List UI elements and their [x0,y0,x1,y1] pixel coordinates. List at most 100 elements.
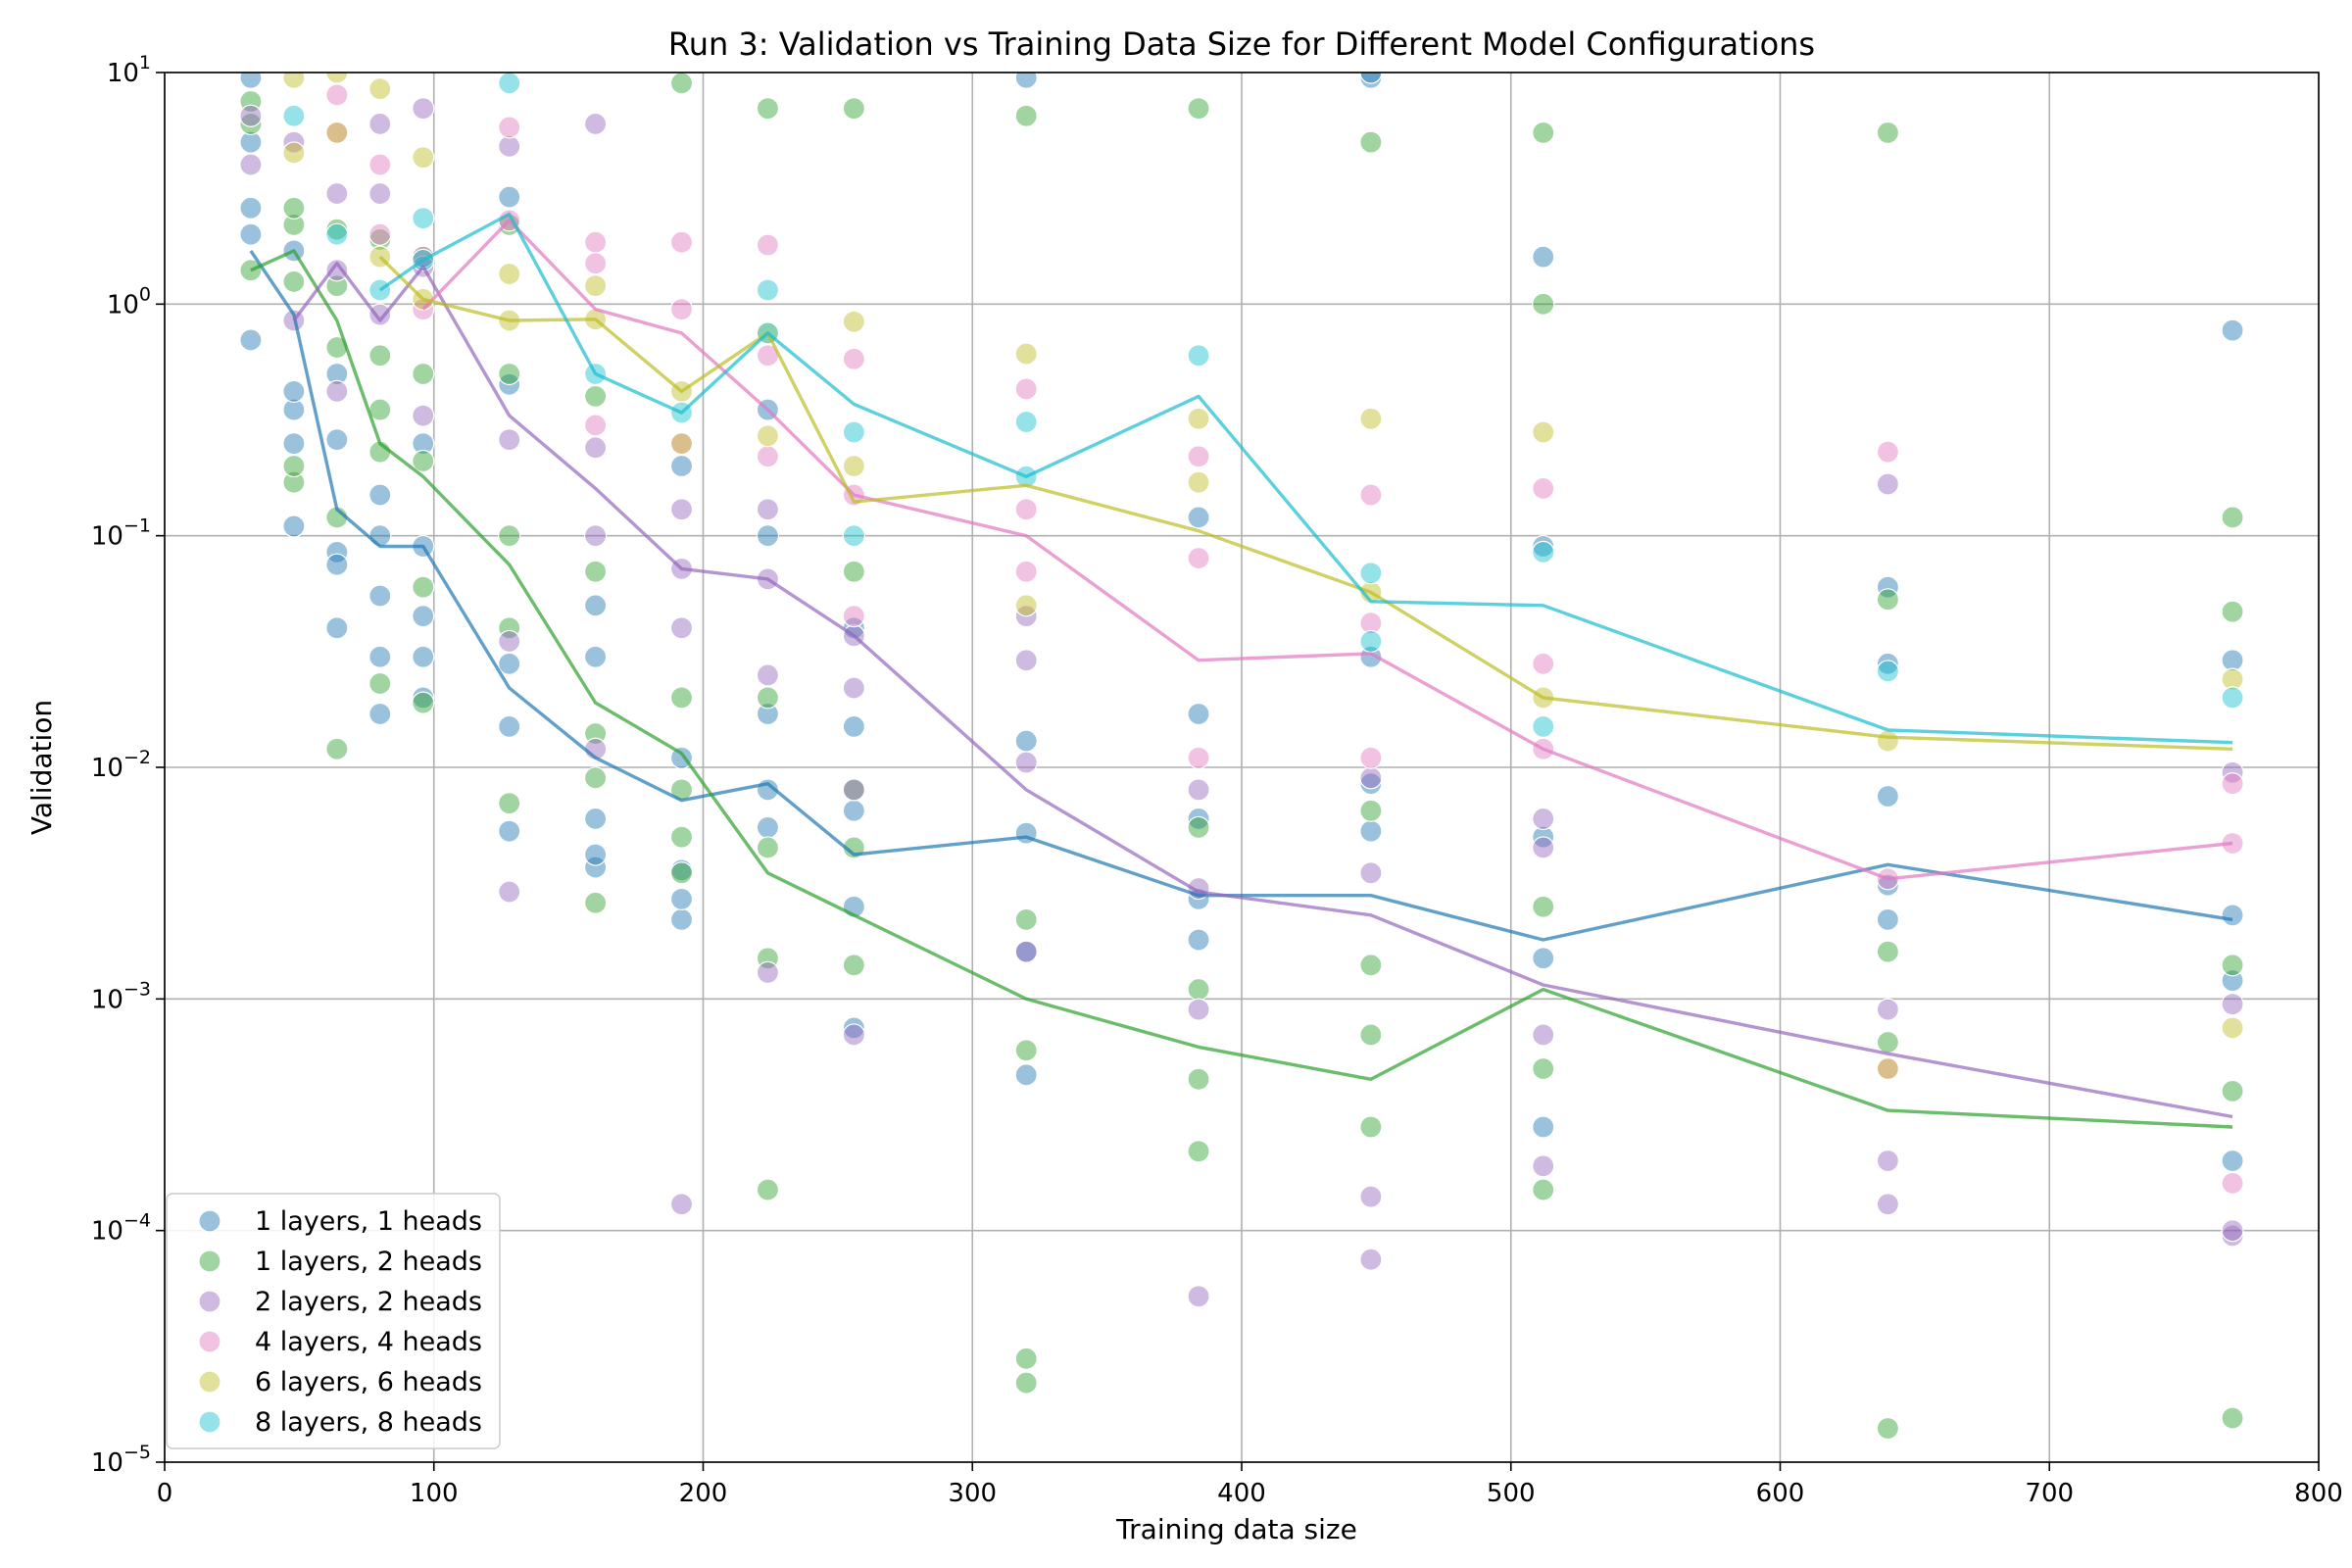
data-point [669,1193,694,1216]
data-point [498,714,521,738]
data-point [1876,940,1900,963]
y-tick-label: 100 [107,283,151,319]
data-point [583,112,608,136]
y-tick-exponent: −3 [123,978,151,1000]
data-point [1187,815,1210,839]
data-point [583,721,608,746]
data-point [1014,729,1038,753]
data-point [1876,1416,1900,1441]
data-point [583,766,608,790]
data-point [325,553,349,576]
y-tick-base: 10 [91,754,123,783]
data-point [669,686,694,710]
data-point [1532,1056,1555,1081]
y-tick-exponent: 0 [139,283,151,305]
data-point [583,560,608,583]
data-point [1187,778,1210,802]
data-point [1014,907,1038,932]
y-tick-exponent: −4 [123,1210,151,1232]
data-point [1014,1063,1038,1087]
data-point [842,310,865,333]
data-point [282,470,306,494]
data-point [1187,97,1210,121]
data-point [842,454,865,478]
data-point [368,153,392,176]
data-point [1359,629,1383,654]
data-point [498,427,521,452]
data-point [325,222,349,246]
data-point [412,605,435,628]
data-point [1359,483,1383,507]
data-point [1532,1154,1555,1178]
data-point [368,112,392,136]
data-point [842,778,865,802]
data-point [1359,612,1383,635]
data-point [282,270,306,294]
data-point [669,907,694,932]
data-point [1014,377,1038,401]
data-point [412,207,435,230]
legend-label-1: 1 layers, 2 heads [255,1247,482,1277]
data-point [583,252,608,275]
data-point [1187,506,1210,529]
data-point [842,560,865,583]
legend-marker-5 [198,1410,221,1434]
data-point [282,432,306,456]
data-point [368,524,392,548]
legend-marker-2 [198,1290,221,1313]
data-point [282,398,306,421]
data-point [1532,121,1555,144]
legend-box [166,1193,501,1449]
x-axis-label: Training data size [1115,1513,1357,1545]
y-tick-exponent: −2 [123,747,151,768]
data-point [412,575,435,599]
data-point [2221,506,2244,529]
data-point [1359,799,1383,822]
data-point [583,230,608,254]
data-point [756,233,780,257]
data-point [1876,1056,1900,1081]
data-point [368,702,392,726]
data-point [1359,772,1383,796]
data-point [2221,649,2244,672]
data-point [1014,498,1038,521]
data-point [282,73,306,89]
data-point [412,645,435,668]
series-line-5 [378,212,2233,745]
data-point [282,454,306,478]
data-point [498,362,521,386]
data-point [1014,410,1038,434]
legend-marker-4 [198,1370,221,1394]
legend-label-2: 2 layers, 2 heads [255,1287,482,1317]
y-tick-exponent: −5 [123,1442,151,1463]
data-point [1876,652,1900,675]
x-tick-label: 200 [679,1479,728,1508]
data-point [498,629,521,654]
series-line-1 [250,249,2233,1129]
data-point [756,960,780,985]
data-point [1187,998,1210,1021]
data-point [498,880,521,904]
y-tick-exponent: 1 [139,52,151,74]
lines-layer [249,212,2233,1129]
data-point [756,686,780,710]
data-point [1532,534,1555,559]
data-point [325,379,349,403]
data-point [1532,1023,1555,1047]
data-point [498,652,521,675]
data-point [239,222,263,246]
y-tick-label: 10−4 [91,1210,151,1247]
data-point [325,121,349,144]
x-tick-label: 400 [1217,1479,1266,1508]
data-point [282,141,306,165]
data-point [368,344,392,368]
legend-marker-3 [198,1330,221,1353]
data-point [756,424,780,448]
data-point [2221,1406,2244,1430]
legend-label-3: 4 layers, 4 heads [255,1327,482,1357]
data-point [842,1023,865,1047]
data-point [756,1178,780,1201]
data-point [325,737,349,760]
series-points-1 [239,73,2244,1441]
data-point [1359,766,1383,790]
